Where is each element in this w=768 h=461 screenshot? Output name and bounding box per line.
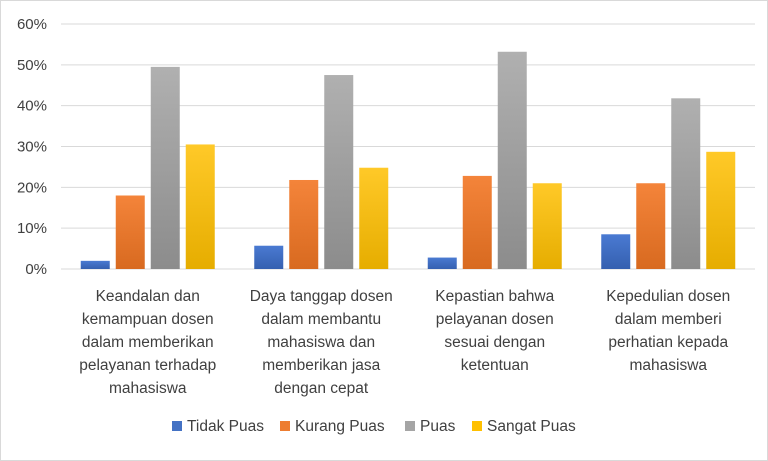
category-label-line: sesuai dengan [444,334,545,351]
category-label-line: Kepedulian dosen [606,288,730,305]
category-label-line: Kepastian bahwa [435,288,554,305]
bar-sangat-puas [185,144,215,269]
legend-label: Puas [420,418,456,435]
category-label-line: Keandalan dan [96,288,200,305]
bars [80,51,736,270]
bar-puas [497,51,527,270]
category-label-line: dalam membantu [261,311,381,328]
category-label-line: mahasiswa [109,380,187,397]
bar-kurang-puas [289,179,319,269]
legend-swatch-tidak-puas [172,421,182,431]
legend-swatch-sangat-puas [472,421,482,431]
y-tick-label: 60% [17,16,47,33]
legend-label: Sangat Puas [487,418,576,435]
category-label-line: dalam memberi [615,311,722,328]
legend: Tidak Puas Kurang Puas Puas Sangat Puas [172,418,576,435]
bar-sangat-puas [706,151,736,269]
legend-swatch-puas [405,421,415,431]
category-label-line: mahasiswa [629,357,707,374]
category-label-line: ketentuan [461,357,529,374]
category-label-line: pelayanan terhadap [79,357,216,374]
category-label-line: kemampuan dosen [82,311,214,328]
category-label-line: mahasiswa dan [267,334,375,351]
bar-kurang-puas [115,195,145,269]
y-tick-label: 50% [17,57,47,74]
y-axis-tick-labels: 0% 10% 20% 30% 40% 50% 60% [17,16,47,278]
bar-tidak-puas [427,257,457,269]
y-tick-label: 0% [25,261,47,278]
x-axis-category-labels: Keandalan dan kemampuan dosen dalam member… [79,288,730,397]
bar-kurang-puas [636,183,666,269]
y-tick-label: 20% [17,179,47,196]
bar-sangat-puas [532,183,562,269]
y-tick-label: 40% [17,98,47,115]
bar-puas [150,66,180,269]
legend-label: Tidak Puas [187,418,264,435]
category-label-line: dengan cepat [274,380,369,397]
bar-tidak-puas [254,245,284,269]
bar-puas [671,98,701,269]
y-tick-label: 10% [17,220,47,237]
legend-label: Kurang Puas [295,418,385,435]
category-label-line: dalam memberikan [82,334,214,351]
bar-sangat-puas [359,167,389,269]
category-label-line: memberikan jasa [262,357,380,374]
legend-swatch-kurang-puas [280,421,290,431]
category-label-line: perhatian kepada [608,334,728,351]
y-tick-label: 30% [17,139,47,156]
category-label-line: pelayanan dosen [436,311,554,328]
bar-tidak-puas [601,234,631,269]
bar-kurang-puas [462,175,492,269]
bar-puas [324,75,354,270]
bar-tidak-puas [80,260,110,269]
category-label-line: Daya tanggap dosen [250,288,393,305]
